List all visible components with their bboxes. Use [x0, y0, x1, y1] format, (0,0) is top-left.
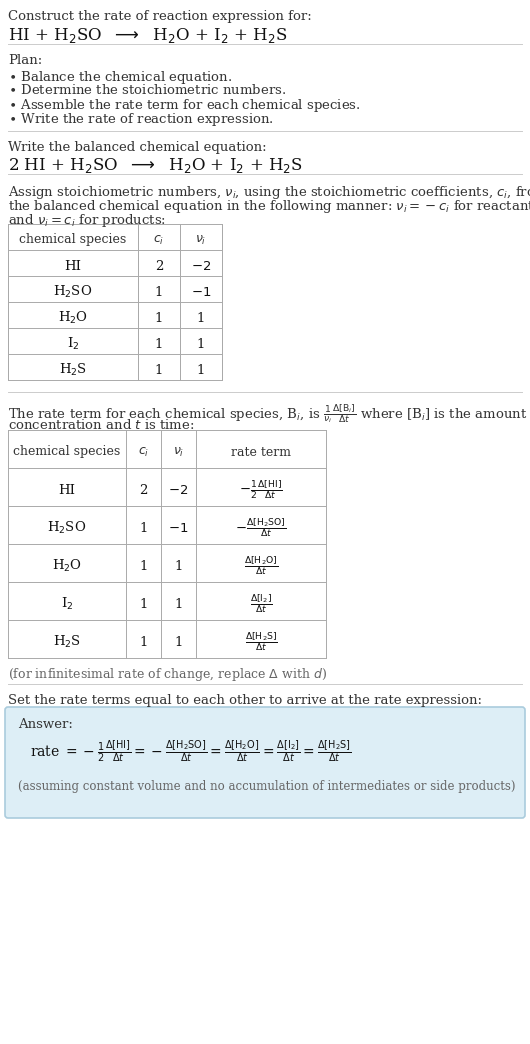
Text: 1: 1	[155, 285, 163, 299]
Text: Answer:: Answer:	[18, 718, 73, 731]
Text: and $\nu_i = c_i$ for products:: and $\nu_i = c_i$ for products:	[8, 212, 166, 229]
Text: The rate term for each chemical species, B$_i$, is $\frac{1}{\nu_i}\frac{\Delta[: The rate term for each chemical species,…	[8, 402, 527, 425]
Text: 2: 2	[139, 483, 148, 497]
Text: I$_2$: I$_2$	[61, 596, 73, 612]
Text: $-2$: $-2$	[169, 483, 189, 497]
Text: $-1$: $-1$	[169, 522, 189, 535]
Text: 1: 1	[197, 311, 205, 325]
Text: the balanced chemical equation in the following manner: $\nu_i = -c_i$ for react: the balanced chemical equation in the fo…	[8, 198, 530, 215]
Text: H$_2$SO: H$_2$SO	[54, 284, 93, 300]
Text: $\nu_i$: $\nu_i$	[196, 234, 207, 246]
Text: 2: 2	[155, 260, 163, 272]
Text: H$_2$O: H$_2$O	[58, 310, 88, 326]
Text: Plan:: Plan:	[8, 54, 42, 67]
Text: 1: 1	[155, 337, 163, 351]
Text: 1: 1	[155, 311, 163, 325]
Text: 1: 1	[174, 560, 183, 572]
Text: 1: 1	[139, 522, 148, 535]
Text: 1: 1	[139, 636, 148, 648]
Text: Set the rate terms equal to each other to arrive at the rate expression:: Set the rate terms equal to each other t…	[8, 694, 482, 707]
Text: 2 HI + H$_2$SO  $\longrightarrow$  H$_2$O + I$_2$ + H$_2$S: 2 HI + H$_2$SO $\longrightarrow$ H$_2$O …	[8, 156, 303, 175]
Text: 1: 1	[197, 363, 205, 377]
Text: H$_2$S: H$_2$S	[59, 362, 87, 378]
Text: chemical species: chemical species	[20, 234, 127, 246]
Text: rate $= -\frac{1}{2}\frac{\Delta[\mathrm{HI}]}{\Delta t} = -\frac{\Delta[\mathrm: rate $= -\frac{1}{2}\frac{\Delta[\mathrm…	[30, 738, 352, 764]
Text: concentration and $t$ is time:: concentration and $t$ is time:	[8, 418, 195, 432]
Text: $\bullet$ Write the rate of reaction expression.: $\bullet$ Write the rate of reaction exp…	[8, 111, 274, 128]
Text: HI: HI	[58, 483, 75, 497]
Text: 1: 1	[139, 560, 148, 572]
Text: $\bullet$ Balance the chemical equation.: $\bullet$ Balance the chemical equation.	[8, 69, 232, 86]
Text: $-\frac{1}{2}\frac{\Delta[\mathrm{HI}]}{\Delta t}$: $-\frac{1}{2}\frac{\Delta[\mathrm{HI}]}{…	[239, 479, 283, 501]
Text: $\bullet$ Assemble the rate term for each chemical species.: $\bullet$ Assemble the rate term for eac…	[8, 97, 361, 114]
Text: Write the balanced chemical equation:: Write the balanced chemical equation:	[8, 141, 267, 155]
Text: H$_2$SO: H$_2$SO	[47, 520, 86, 536]
Text: $-\frac{\Delta[\mathrm{H_2SO}]}{\Delta t}$: $-\frac{\Delta[\mathrm{H_2SO}]}{\Delta t…	[235, 517, 287, 540]
Text: Assign stoichiometric numbers, $\nu_i$, using the stoichiometric coefficients, $: Assign stoichiometric numbers, $\nu_i$, …	[8, 184, 530, 201]
Text: 1: 1	[174, 597, 183, 611]
Text: $\frac{\Delta[\mathrm{H_2O}]}{\Delta t}$: $\frac{\Delta[\mathrm{H_2O}]}{\Delta t}$	[244, 554, 278, 577]
Text: HI + H$_2$SO  $\longrightarrow$  H$_2$O + I$_2$ + H$_2$S: HI + H$_2$SO $\longrightarrow$ H$_2$O + …	[8, 26, 287, 45]
Text: rate term: rate term	[231, 446, 291, 458]
Text: $-1$: $-1$	[191, 285, 211, 299]
Text: H$_2$O: H$_2$O	[52, 557, 82, 574]
Text: HI: HI	[65, 260, 82, 272]
Text: 1: 1	[197, 337, 205, 351]
Text: $\frac{\Delta[\mathrm{H_2S}]}{\Delta t}$: $\frac{\Delta[\mathrm{H_2S}]}{\Delta t}$	[244, 631, 277, 654]
FancyBboxPatch shape	[5, 707, 525, 818]
Text: 1: 1	[174, 636, 183, 648]
Text: $\bullet$ Determine the stoichiometric numbers.: $\bullet$ Determine the stoichiometric n…	[8, 84, 286, 97]
Text: (for infinitesimal rate of change, replace $\Delta$ with $d$): (for infinitesimal rate of change, repla…	[8, 666, 327, 683]
Text: H$_2$S: H$_2$S	[53, 634, 81, 650]
Text: 1: 1	[155, 363, 163, 377]
Text: I$_2$: I$_2$	[67, 336, 79, 352]
Text: (assuming constant volume and no accumulation of intermediates or side products): (assuming constant volume and no accumul…	[18, 780, 516, 793]
Text: Construct the rate of reaction expression for:: Construct the rate of reaction expressio…	[8, 10, 312, 23]
Text: chemical species: chemical species	[13, 446, 121, 458]
Text: 1: 1	[139, 597, 148, 611]
Text: $c_i$: $c_i$	[138, 446, 149, 458]
Text: $\nu_i$: $\nu_i$	[173, 446, 184, 458]
Text: $c_i$: $c_i$	[153, 234, 165, 246]
Text: $\frac{\Delta[\mathrm{I_2}]}{\Delta t}$: $\frac{\Delta[\mathrm{I_2}]}{\Delta t}$	[250, 593, 272, 616]
Text: $-2$: $-2$	[191, 260, 211, 272]
